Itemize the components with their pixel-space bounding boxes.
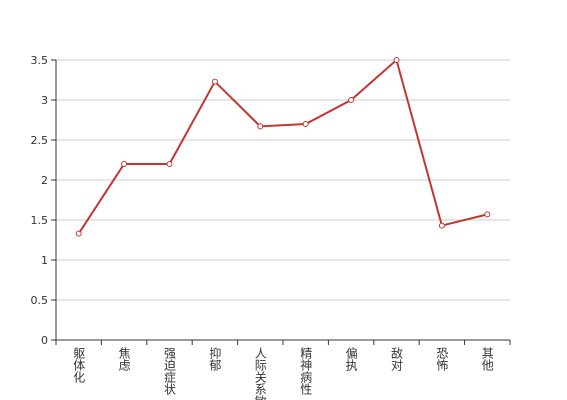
x-tick-label: 恐怖	[435, 347, 449, 371]
point	[257, 123, 264, 130]
x-tick-label: 抑郁	[208, 346, 222, 372]
point	[75, 230, 82, 237]
y-tick-label: 1.5	[31, 214, 49, 227]
x-tick-label: 焦虑	[117, 347, 131, 371]
y-tick-label: 2.5	[31, 134, 49, 147]
x-tick-label: 精神病性	[299, 347, 313, 396]
y-tick-label: 2	[41, 174, 48, 187]
x-tick-label: 偏执	[344, 346, 358, 372]
point	[438, 222, 445, 229]
point	[348, 97, 355, 103]
y-tick-label: 3	[41, 94, 48, 107]
x-tick-label: 其他	[480, 347, 494, 371]
line	[77, 58, 488, 235]
x-tick-label: 强迫症状	[163, 347, 177, 395]
x-tick-label: 躯体化	[72, 346, 86, 384]
y-tick-label: 1	[41, 254, 48, 267]
point	[121, 161, 128, 167]
point	[302, 121, 309, 127]
y-tick-label: 3.5	[31, 54, 49, 67]
point	[166, 161, 173, 167]
point	[393, 57, 400, 63]
point	[484, 211, 491, 218]
y-tick-label: 0	[41, 334, 48, 347]
point	[211, 78, 218, 85]
y-tick-label: 0.5	[31, 294, 49, 307]
x-tick-label: 敌对	[390, 346, 404, 371]
x-tick-label: 人际关系敏感	[253, 347, 267, 400]
